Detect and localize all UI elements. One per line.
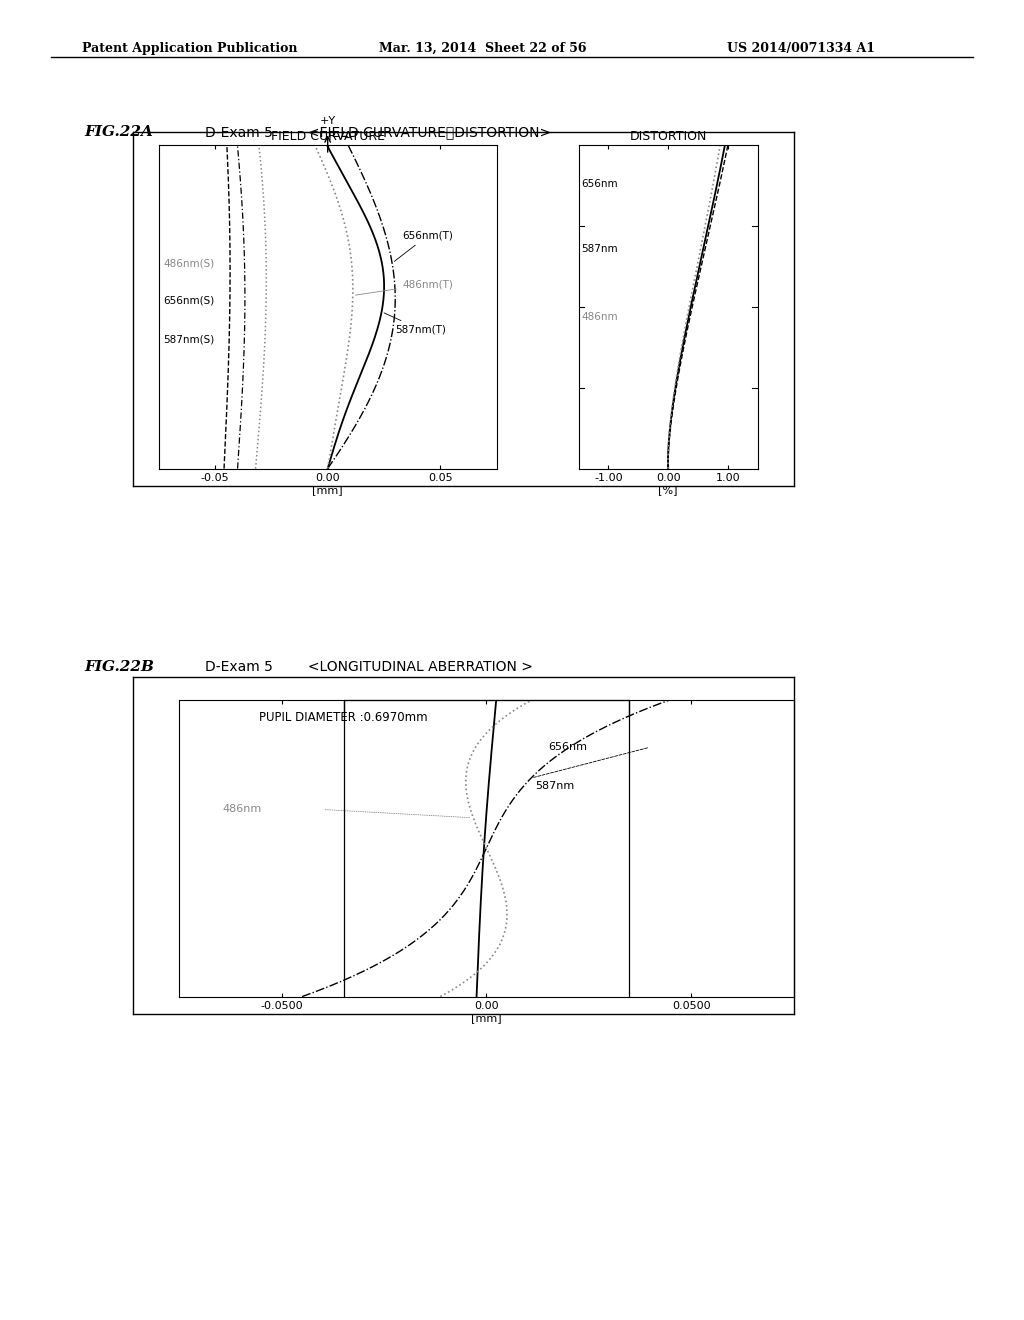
Title: DISTORTION: DISTORTION: [630, 129, 707, 143]
Text: 587nm: 587nm: [536, 780, 574, 791]
Text: FIG.22B: FIG.22B: [84, 660, 154, 675]
Title: FIELD CURVATURE: FIELD CURVATURE: [270, 129, 385, 143]
X-axis label: [mm]: [mm]: [471, 1012, 502, 1023]
Text: 486nm(S): 486nm(S): [163, 259, 214, 268]
Text: FIG.22A: FIG.22A: [84, 125, 153, 140]
Text: 656nm: 656nm: [582, 180, 618, 189]
Text: 587nm(T): 587nm(T): [384, 313, 446, 334]
X-axis label: [%]: [%]: [658, 484, 678, 495]
Text: 656nm: 656nm: [548, 742, 587, 752]
Text: 587nm(S): 587nm(S): [163, 334, 214, 345]
Text: D-Exam 5        <LONGITUDINAL ABERRATION >: D-Exam 5 <LONGITUDINAL ABERRATION >: [205, 660, 532, 675]
Text: 656nm(S): 656nm(S): [163, 296, 214, 305]
Text: +Y: +Y: [319, 116, 336, 125]
X-axis label: [mm]: [mm]: [312, 484, 343, 495]
Text: 486nm: 486nm: [222, 804, 261, 814]
Text: D-Exam 5        <FIELD CURVATUREとDISTORTION>: D-Exam 5 <FIELD CURVATUREとDISTORTION>: [205, 125, 551, 140]
Text: 656nm(T): 656nm(T): [394, 231, 453, 261]
Text: PUPIL DIAMETER :0.6970mm: PUPIL DIAMETER :0.6970mm: [259, 711, 428, 725]
Text: Patent Application Publication: Patent Application Publication: [82, 42, 297, 55]
Text: US 2014/0071334 A1: US 2014/0071334 A1: [727, 42, 876, 55]
Text: 486nm(T): 486nm(T): [355, 280, 453, 296]
Text: 486nm: 486nm: [582, 312, 618, 322]
Text: 587nm: 587nm: [582, 244, 618, 253]
Text: Mar. 13, 2014  Sheet 22 of 56: Mar. 13, 2014 Sheet 22 of 56: [379, 42, 587, 55]
